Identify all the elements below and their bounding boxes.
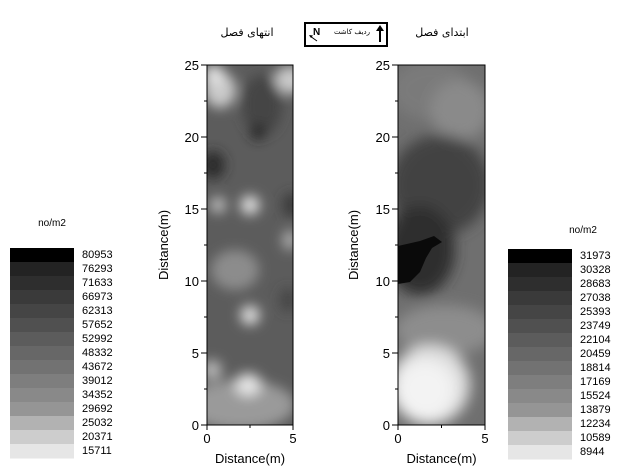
x-axis-label: Distance(m) <box>215 451 285 466</box>
legend-swatch <box>10 332 74 347</box>
north-letter: N <box>313 27 320 38</box>
legend-level-label: 15524 <box>580 390 611 402</box>
legend-level-label: 39012 <box>82 375 113 387</box>
legend-swatch <box>508 305 572 320</box>
legend-level-label: 29692 <box>82 403 113 415</box>
legend-swatch <box>508 277 572 292</box>
legend-swatch <box>10 430 74 445</box>
legend-swatch <box>508 417 572 432</box>
legend-swatch <box>508 445 572 460</box>
legend-level-label: 27038 <box>580 292 611 304</box>
legend-level-label: 30328 <box>580 264 611 276</box>
legend-level-label: 31973 <box>580 250 611 262</box>
legend-swatch <box>10 318 74 333</box>
legend-level-label: 80953 <box>82 249 113 261</box>
y-tick-label: 15 <box>376 202 390 217</box>
legend-level-label: 28683 <box>580 278 611 290</box>
legend-swatch <box>10 416 74 431</box>
y-tick-label: 0 <box>383 418 390 433</box>
right-contour-map <box>397 64 486 426</box>
legend-level-label: 23749 <box>580 320 611 332</box>
legend-swatch <box>508 361 572 376</box>
legend-swatch <box>508 375 572 390</box>
y-tick-label: 20 <box>185 130 199 145</box>
legend-swatch <box>508 431 572 446</box>
right-chart-title: ابتدای فصل <box>415 26 469 39</box>
legend-swatch <box>508 249 572 264</box>
x-tick-label: 5 <box>481 431 488 446</box>
y-tick-label: 25 <box>185 58 199 73</box>
legend-swatch <box>508 263 572 278</box>
y-tick-label: 20 <box>376 130 390 145</box>
y-tick-label: 5 <box>383 346 390 361</box>
legend-swatch <box>10 360 74 375</box>
x-tick-label: 0 <box>203 431 210 446</box>
north-box: N ردیف کاشت <box>304 22 388 47</box>
legend-swatch <box>10 248 74 263</box>
legend-level-label: 13879 <box>580 404 611 416</box>
legend-level-label: 66973 <box>82 291 113 303</box>
legend-level-label: 8944 <box>580 446 604 458</box>
legend-level-label: 52992 <box>82 333 113 345</box>
y-axis-label: Distance(m) <box>346 210 361 280</box>
y-tick-label: 15 <box>185 202 199 217</box>
legend-swatch <box>508 389 572 404</box>
legend-level-label: 25393 <box>580 306 611 318</box>
left-legend: no/m2 80953 76293 71633 66973 62313 57652 52992… <box>10 218 113 459</box>
y-tick-label: 10 <box>185 274 199 289</box>
legend-level-label: 10589 <box>580 432 611 444</box>
legend-level-label: 43672 <box>82 361 113 373</box>
row-direction-label: ردیف کاشت <box>334 28 370 36</box>
legend-swatch <box>508 403 572 418</box>
legend-swatch <box>10 374 74 389</box>
legend-level-label: 20459 <box>580 348 611 360</box>
legend-level-label: 25032 <box>82 417 113 429</box>
legend-swatch <box>508 291 572 306</box>
legend-unit: no/m2 <box>38 218 66 229</box>
legend-level-label: 18814 <box>580 362 611 374</box>
left-chart-title: انتهای فصل <box>220 26 273 39</box>
y-tick-label: 5 <box>192 346 199 361</box>
legend-swatch <box>10 262 74 277</box>
legend-level-label: 57652 <box>82 319 113 331</box>
left-contour-map <box>206 64 294 426</box>
x-tick-label: 0 <box>394 431 401 446</box>
legend-swatch <box>508 319 572 334</box>
north-arrow-icon <box>309 35 318 42</box>
legend-level-label: 17169 <box>580 376 611 388</box>
y-tick-label: 0 <box>192 418 199 433</box>
legend-level-label: 12234 <box>580 418 611 430</box>
legend-swatch <box>10 346 74 361</box>
legend-level-label: 15711 <box>82 445 112 457</box>
legend-swatch <box>10 444 74 459</box>
legend-level-label: 22104 <box>580 334 611 346</box>
legend-level-label: 71633 <box>82 277 113 289</box>
legend-swatch <box>10 276 74 291</box>
legend-swatch <box>508 333 572 348</box>
legend-level-label: 62313 <box>82 305 113 317</box>
y-axis-label: Distance(m) <box>156 210 171 280</box>
right-legend: no/m2 31973 30328 28683 27038 25393 23749 22104… <box>508 225 611 460</box>
x-axis-label: Distance(m) <box>406 451 476 466</box>
legend-swatch <box>10 304 74 319</box>
left-axes: 0 5 10 15 20 25 0 5 Distance(m) Distance(m) <box>156 58 297 466</box>
legend-unit: no/m2 <box>569 225 597 236</box>
y-tick-label: 10 <box>376 274 390 289</box>
row-arrow-icon <box>376 25 384 42</box>
legend-swatch <box>508 347 572 362</box>
legend-level-label: 76293 <box>82 263 113 275</box>
legend-swatch <box>10 402 74 417</box>
legend-swatch <box>10 290 74 305</box>
legend-level-label: 34352 <box>82 389 113 401</box>
legend-level-label: 48332 <box>82 347 113 359</box>
y-tick-label: 25 <box>376 58 390 73</box>
legend-level-label: 20371 <box>82 431 113 443</box>
legend-swatch <box>10 388 74 403</box>
x-tick-label: 5 <box>289 431 296 446</box>
right-axes: 0 5 10 15 20 25 0 5 Distance(m) Distance(m) <box>346 58 489 466</box>
